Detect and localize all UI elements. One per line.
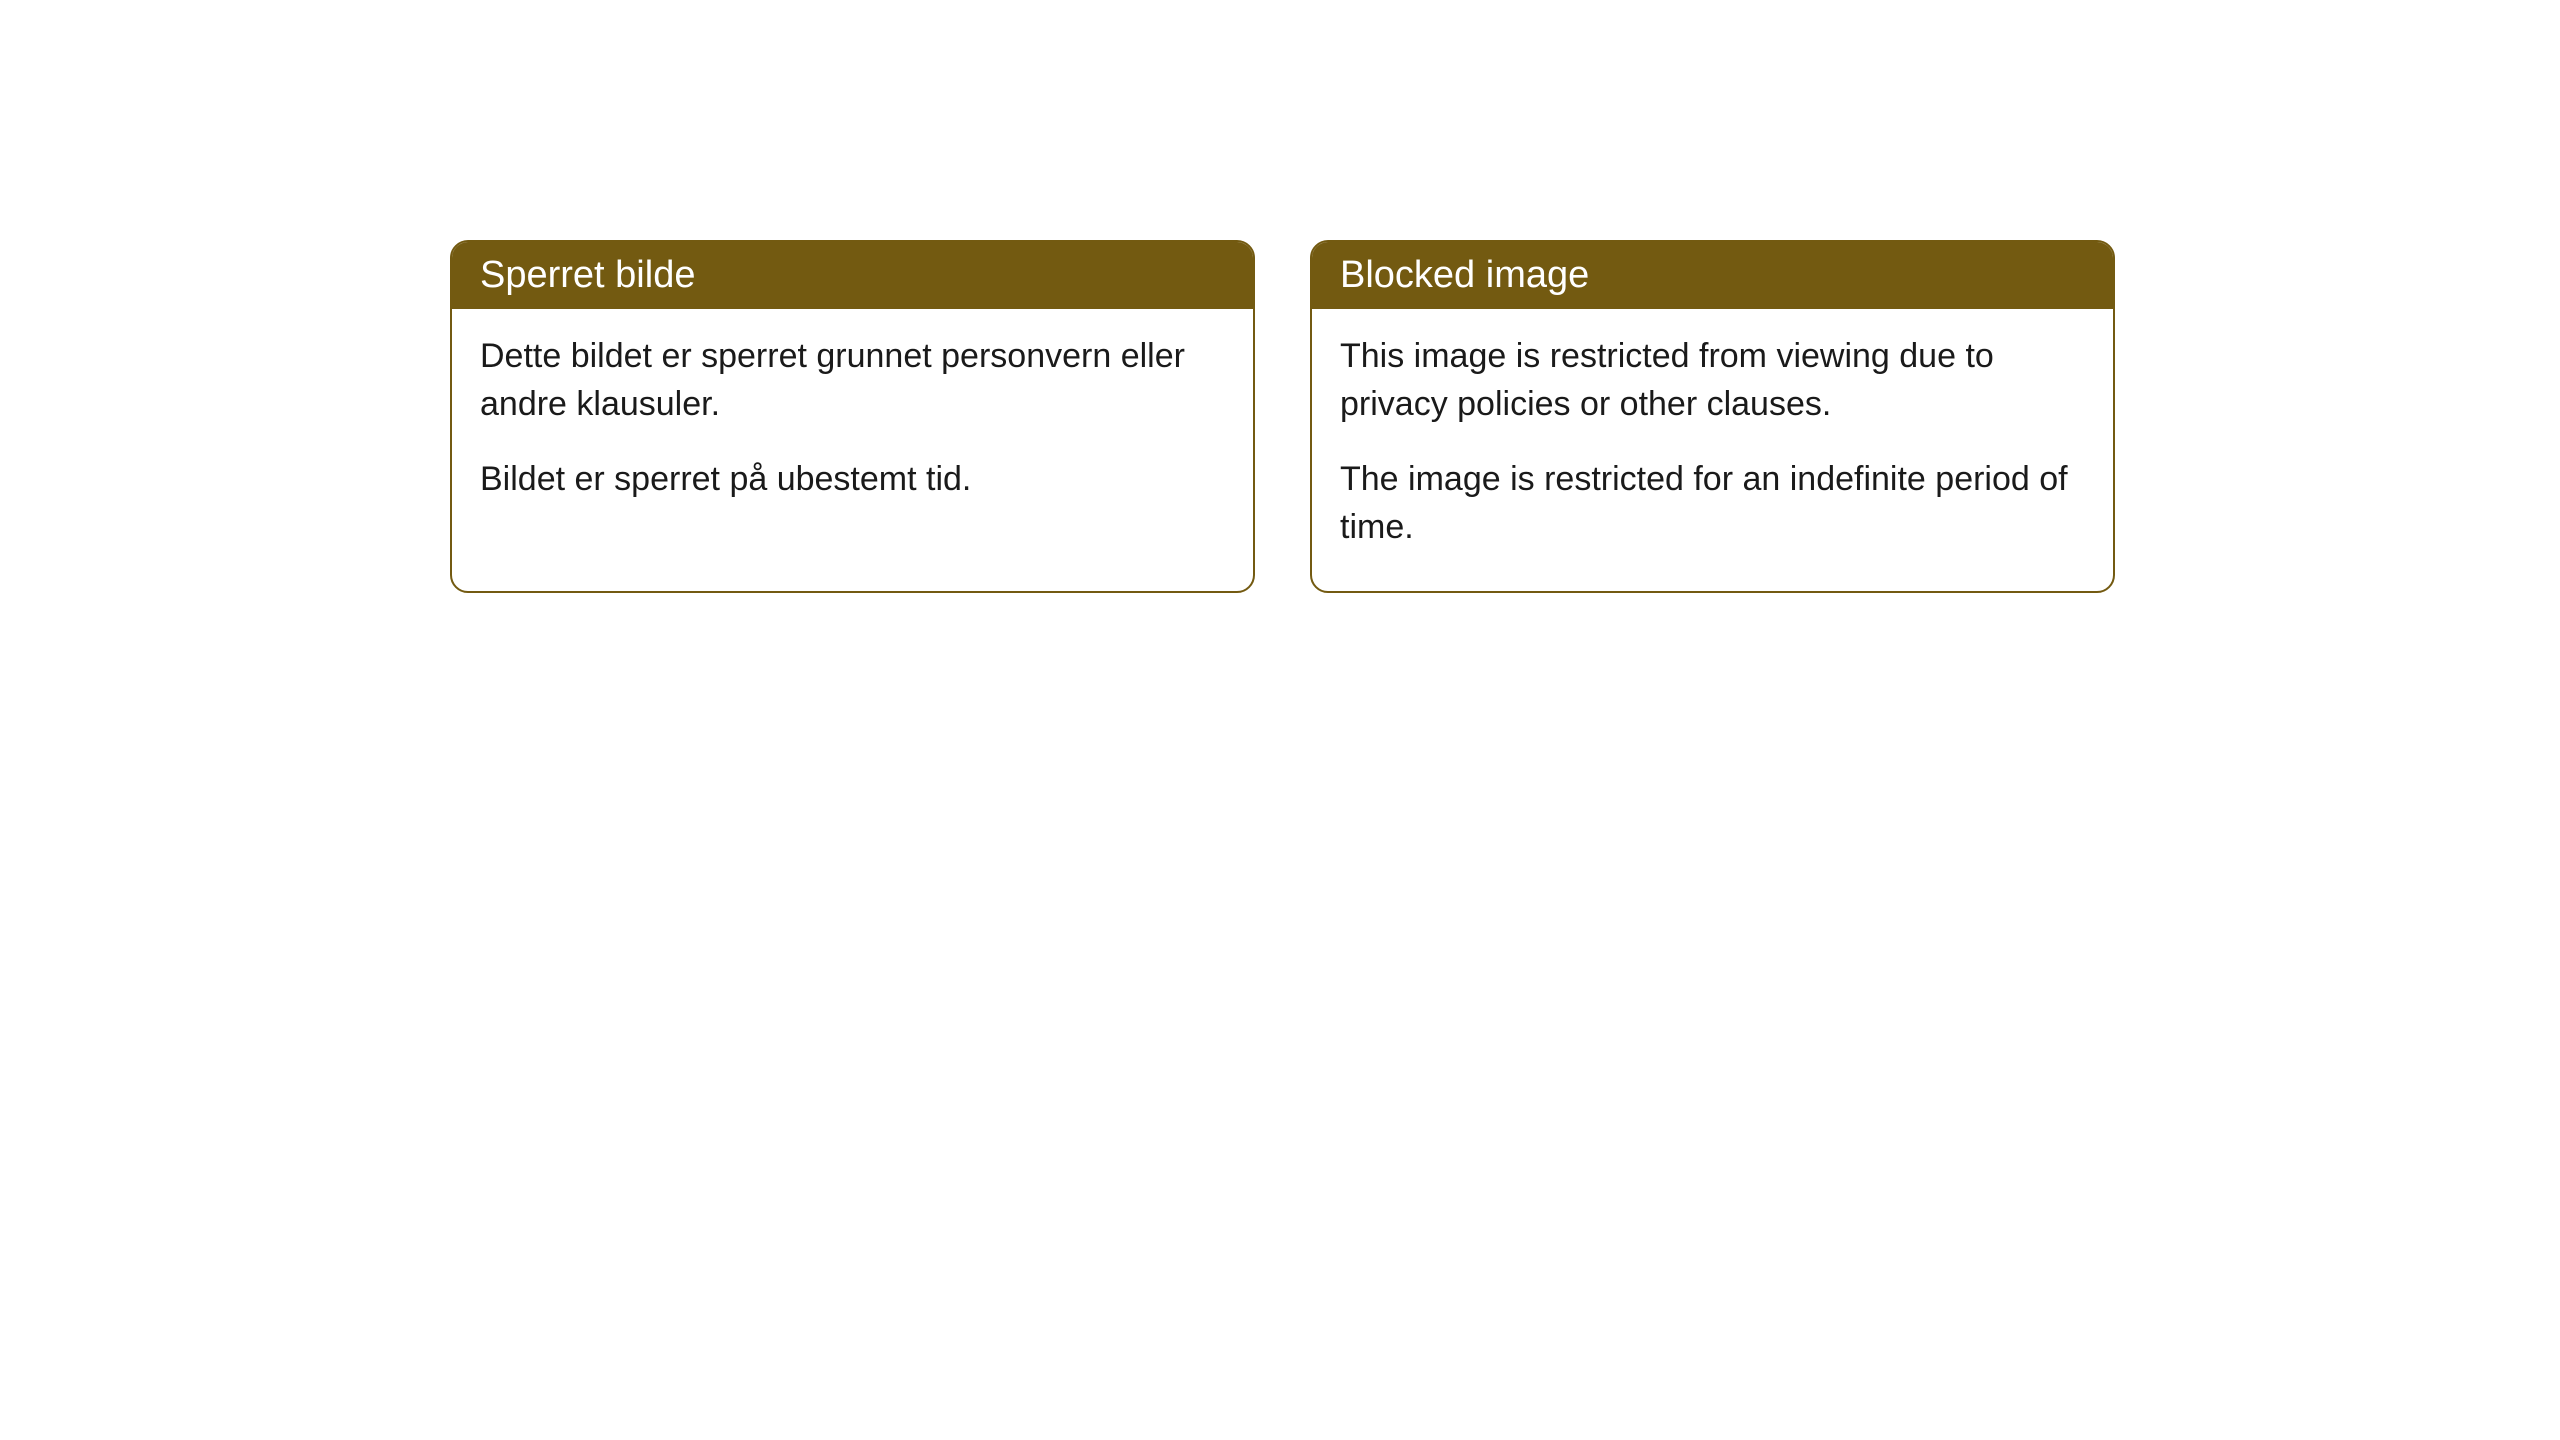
card-body-english: This image is restricted from viewing du… [1312, 309, 2113, 591]
card-body-norwegian: Dette bildet er sperret grunnet personve… [452, 309, 1253, 544]
card-header-english: Blocked image [1312, 242, 2113, 309]
notice-cards-container: Sperret bilde Dette bildet er sperret gr… [450, 240, 2115, 593]
card-header-norwegian: Sperret bilde [452, 242, 1253, 309]
card-paragraph: Bildet er sperret på ubestemt tid. [480, 456, 1225, 504]
notice-card-english: Blocked image This image is restricted f… [1310, 240, 2115, 593]
notice-card-norwegian: Sperret bilde Dette bildet er sperret gr… [450, 240, 1255, 593]
card-paragraph: The image is restricted for an indefinit… [1340, 456, 2085, 551]
card-paragraph: This image is restricted from viewing du… [1340, 333, 2085, 428]
card-paragraph: Dette bildet er sperret grunnet personve… [480, 333, 1225, 428]
